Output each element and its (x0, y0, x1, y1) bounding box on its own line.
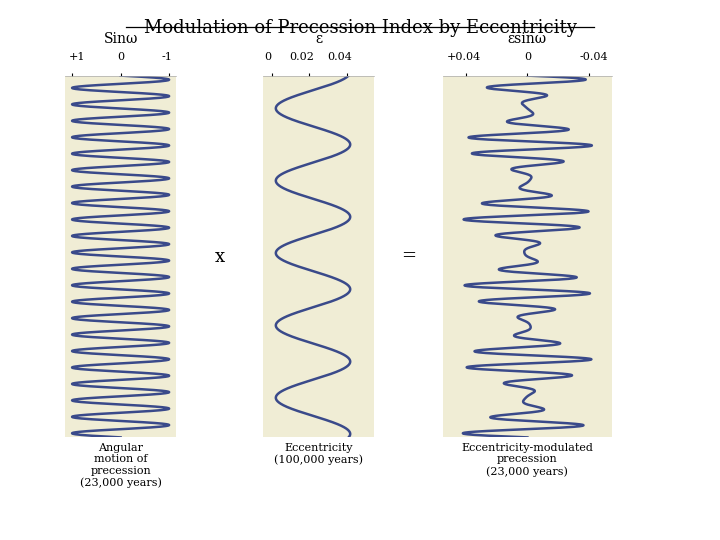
Text: Angular
motion of
precession
(23,000 years): Angular motion of precession (23,000 yea… (80, 443, 161, 488)
Text: 0: 0 (117, 52, 124, 62)
Text: 0.02: 0.02 (289, 52, 314, 62)
Text: 0: 0 (524, 52, 531, 62)
Text: 0.04: 0.04 (328, 52, 352, 62)
Text: 0: 0 (264, 52, 271, 62)
Text: εsinω: εsinω (508, 32, 547, 46)
Text: =: = (401, 247, 416, 266)
Text: Modulation of Precession Index by Eccentricity: Modulation of Precession Index by Eccent… (143, 19, 577, 37)
Text: x: x (215, 247, 225, 266)
Text: -1: -1 (162, 52, 173, 62)
Text: -0.04: -0.04 (580, 52, 608, 62)
Text: Sinω: Sinω (104, 32, 138, 46)
Text: +1: +1 (68, 52, 85, 62)
Text: ε: ε (315, 32, 322, 46)
Text: Eccentricity-modulated
precession
(23,000 years): Eccentricity-modulated precession (23,00… (462, 443, 593, 477)
Text: +0.04: +0.04 (446, 52, 481, 62)
Text: Eccentricity
(100,000 years): Eccentricity (100,000 years) (274, 443, 363, 465)
